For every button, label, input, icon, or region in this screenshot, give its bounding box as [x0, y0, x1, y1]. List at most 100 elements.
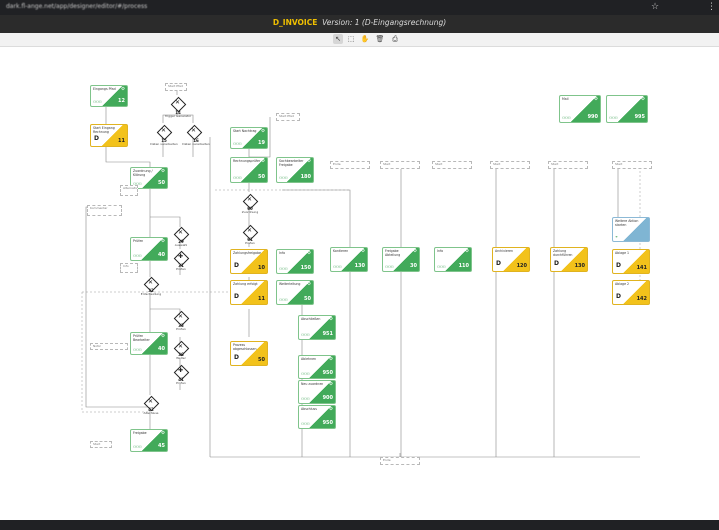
gateway-text: Prüfen [176, 327, 186, 332]
annotation-note[interactable]: Ende [330, 161, 370, 169]
process-node[interactable]: Neu zuordnen ⚇⚇⚇ ⚙ 900 [298, 380, 336, 404]
gear-icon: ⚙ [360, 249, 365, 254]
node-label: Prozess abgeschlossen [233, 343, 257, 351]
annotation-note[interactable]: Start Pfad [276, 113, 300, 121]
process-node[interactable]: ⚇⚇⚇ ⚙ 995 [606, 95, 648, 123]
exclusive-gateway-icon: ✕ [246, 227, 253, 234]
node-label: Prüfen [133, 239, 144, 243]
annotation-note[interactable]: Start [548, 161, 588, 169]
annotation-note[interactable]: Start [380, 161, 420, 169]
process-node[interactable]: Weiterleitung ⚇⚇⚇ ⚙ 50 [276, 280, 314, 305]
gateway-number: 33 [178, 323, 184, 328]
node-number: 11 [118, 138, 125, 144]
process-node[interactable]: Prüfen ⚇⚇⚇ ⚙ 40 [130, 237, 168, 261]
exclusive-gateway-icon: ✕ [177, 343, 184, 350]
process-node[interactable]: Kontieren ⚇⚇⚇ ⚙ 130 [330, 247, 368, 272]
process-canvas[interactable]: Eingangs Pfad ⚇⚇⚇ ⚙ 12 Start Eingang Rechnu… [0, 47, 719, 520]
node-label: Rechnungsprüfer [233, 159, 261, 163]
gear-icon: ⚙ [640, 97, 645, 102]
process-node[interactable]: Weitere Aktion starten ⚭ [612, 217, 650, 242]
node-label: Kontieren [333, 249, 349, 253]
process-node[interactable]: Prozess abgeschlossen D 50 [230, 341, 268, 366]
select-icon[interactable]: ⬚ [347, 35, 355, 43]
annotation-note[interactable]: Start [612, 161, 652, 169]
gateway-label: 14 Trigger Generator [160, 111, 196, 119]
process-node[interactable]: Abschließen ⚇⚇⚇ ⚙ 951 [298, 315, 336, 340]
process-node[interactable]: Zahlung durchführen D 130 [550, 247, 588, 272]
annotation-note[interactable]: Kommentar [87, 205, 122, 216]
gateway-label: 16 Daten verarbeiten [178, 139, 214, 147]
bookmark-star-icon[interactable]: ☆ [651, 2, 660, 12]
node-label: Neu zuordnen [301, 382, 324, 386]
process-node[interactable]: Abschluss ⚇⚇⚇ ⚙ 950 [298, 405, 336, 429]
d-logo-icon: D [496, 260, 501, 267]
process-node[interactable]: Freigabe ⚇⚇⚇ ⚙ 45 [130, 429, 168, 452]
node-label: Zuordnung / Klärung [133, 169, 153, 177]
annotation-note[interactable]: Start [90, 441, 112, 448]
node-number: 990 [587, 114, 598, 120]
gateway-label: 41 Prüfen [163, 378, 199, 386]
gateway-number: 31 [178, 263, 184, 268]
gateway-text: Prüfen [176, 381, 186, 386]
browser-menu-icon[interactable]: ⋮ [707, 2, 716, 12]
node-number: 50 [258, 357, 265, 363]
exclusive-gateway-icon: ✕ [190, 127, 197, 134]
process-node[interactable]: Start Nachtrag ⚇⚇⚇ ⚙ 19 [230, 127, 268, 149]
gear-icon: ⚙ [328, 382, 333, 387]
process-node[interactable]: Info ⚇⚇⚇ ⚙ 110 [434, 247, 472, 272]
participants-icon: ⚇⚇⚇ [279, 298, 288, 302]
process-node[interactable]: Mail ⚇⚇⚇ ⚙ 990 [559, 95, 601, 123]
gear-icon: ⚙ [306, 159, 311, 164]
process-node[interactable]: Eingangs Pfad ⚇⚇⚇ ⚙ 12 [90, 85, 128, 107]
exclusive-gateway-icon: ✕ [177, 313, 184, 320]
node-label: Ablehnen [301, 357, 317, 361]
gateway-text: Prüfen [245, 241, 255, 246]
annotation-note[interactable]: Start Pfad [165, 83, 187, 91]
participants-icon: ⚇⚇⚇ [333, 265, 342, 269]
url-text[interactable]: dark.fl‑ange.net/app/designer/editor/#/p… [6, 3, 148, 10]
gateway-text: Daten verarbeiten [182, 142, 210, 147]
process-node[interactable]: Ablage 1 D 141 [612, 249, 650, 274]
participants-icon: ⚇⚇⚇ [301, 422, 310, 426]
participants-icon: ⚇⚇⚇ [133, 254, 142, 258]
annotation-note[interactable]: Alternative [120, 185, 138, 196]
node-number: 141 [636, 265, 647, 271]
pointer-icon[interactable]: ↖ [333, 34, 343, 44]
process-node[interactable]: Start Eingang Rechnung D 11 [90, 124, 128, 147]
trash-icon[interactable]: 🗑 [375, 35, 385, 43]
d-logo-icon: D [554, 260, 559, 267]
participants-icon: ⚇⚇⚇ [279, 267, 288, 271]
gateway-label: 31 Prüfen [163, 264, 199, 272]
node-label: Info [279, 251, 286, 255]
d-logo-icon: D [234, 354, 239, 361]
link-icon: ⚭ [615, 235, 618, 239]
process-node[interactable]: Ablehnen ⚇⚇⚇ ⚙ 950 [298, 355, 336, 379]
annotation-note[interactable]: Ende [380, 457, 420, 465]
node-label: Mail [562, 97, 569, 101]
annotation-note[interactable]: Notiz [90, 343, 128, 350]
gateway-number: 14 [175, 110, 181, 115]
gear-icon: ⚙ [160, 334, 165, 339]
export-icon[interactable]: ⎙ [392, 35, 398, 43]
process-node[interactable]: Sachbearbeiter Freigabe ⚇⚇⚇ ⚙ 180 [276, 157, 314, 183]
process-node[interactable]: Ablage 2 D 142 [612, 280, 650, 305]
process-node[interactable]: Info ⚇⚇⚇ ⚙ 150 [276, 249, 314, 274]
process-node[interactable]: Zahlungsfreigabe D 10 [230, 249, 268, 274]
process-node[interactable]: Freigabe Abteilung ⚇⚇⚇ ⚙ 30 [382, 247, 420, 272]
process-node[interactable]: Archivieren D 120 [492, 247, 530, 272]
node-number: 11 [258, 296, 265, 302]
participants-icon: ⚇⚇⚇ [133, 348, 142, 352]
annotation-note[interactable]: Start [490, 161, 530, 169]
node-label: Info [437, 249, 444, 253]
process-node[interactable]: Zuordnung / Klärung ⚇⚇⚇ ⚙ 50 [130, 167, 168, 189]
process-node[interactable]: Rechnungsprüfer ⚇⚇⚇ ⚙ 50 [230, 157, 268, 183]
editor-toolbar: ↖ ⬚ ✋ 🗑 ⎙ [0, 33, 719, 47]
hand-icon[interactable]: ✋ [360, 35, 370, 43]
process-node[interactable]: Zahlung erfolgt D 11 [230, 280, 268, 305]
participants-icon: ⚇⚇⚇ [233, 176, 242, 180]
process-node[interactable]: Prüfen Bearbeiter ⚇⚇⚇ ⚙ 40 [130, 332, 168, 355]
gear-icon: ⚙ [306, 251, 311, 256]
annotation-note[interactable]: Info [120, 263, 138, 273]
annotation-note[interactable]: Start [432, 161, 472, 169]
gateway-label: 36 Weiter [163, 353, 199, 361]
